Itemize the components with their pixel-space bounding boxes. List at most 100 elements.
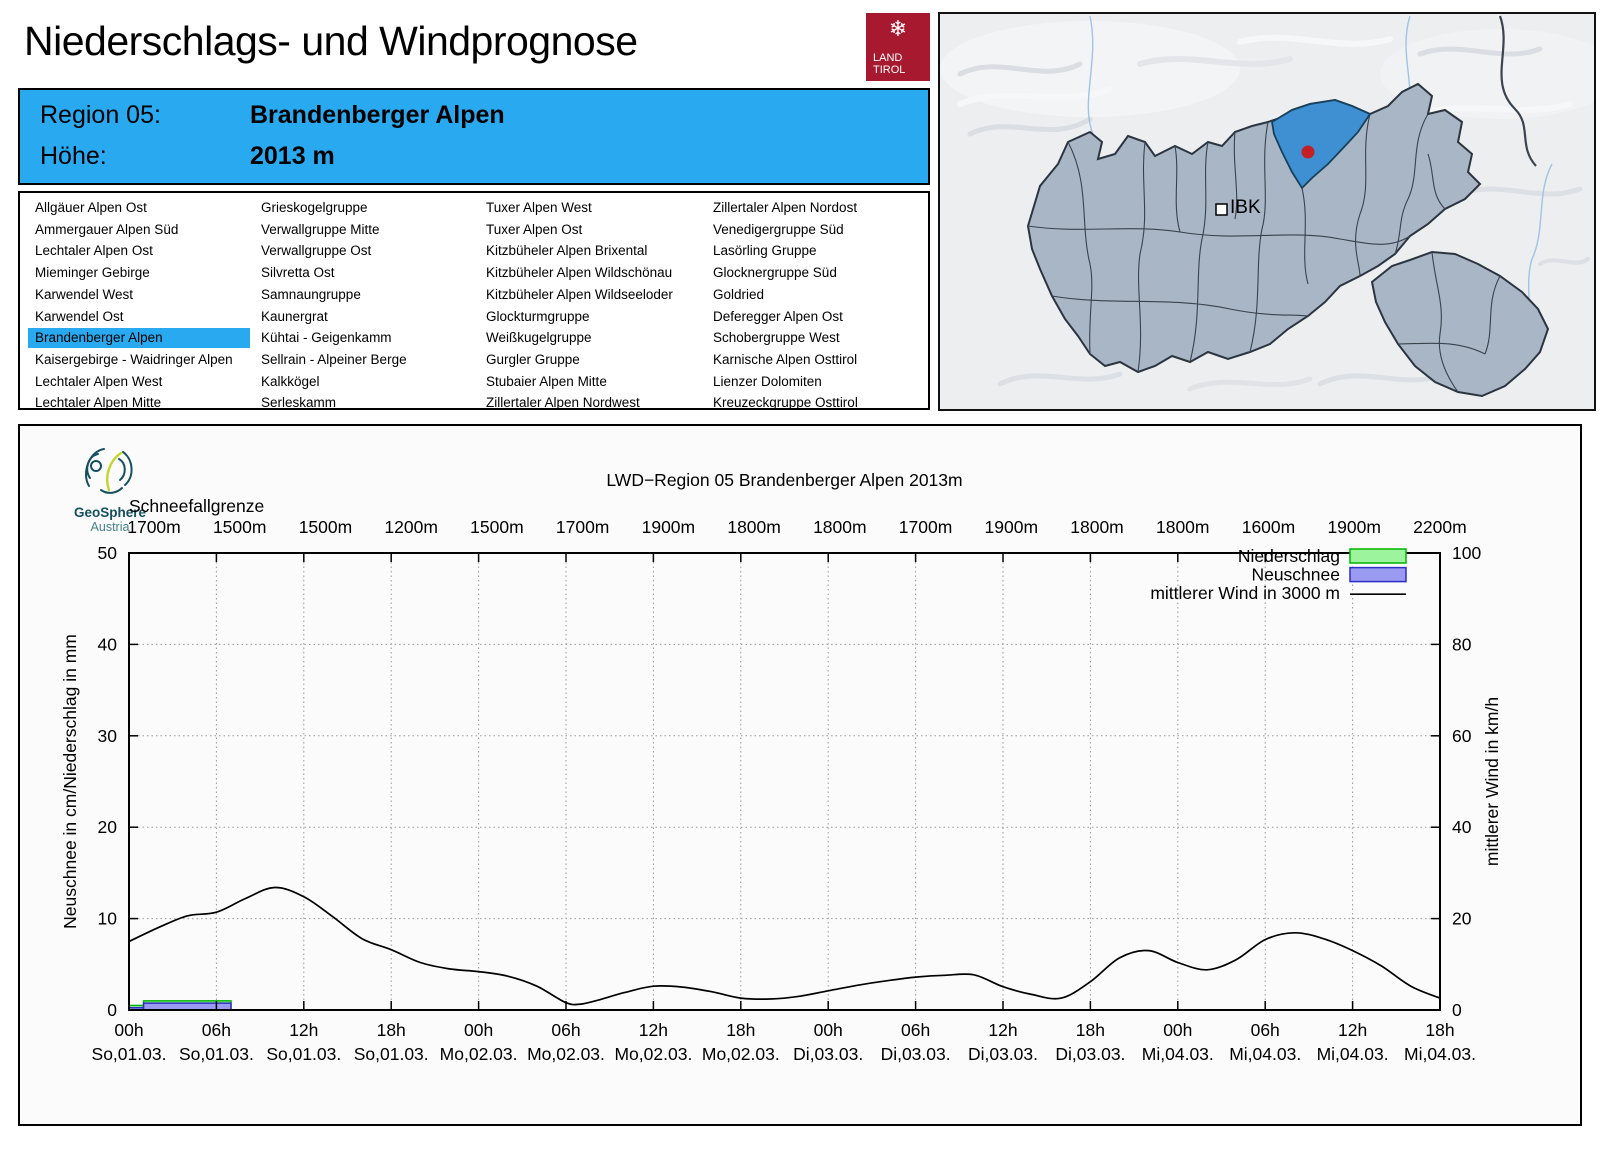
snowline-value: 2200m (1413, 517, 1467, 537)
region-list-item[interactable]: Gurgler Gruppe (486, 351, 580, 367)
region-list-item[interactable]: Samnaungruppe (261, 286, 361, 302)
left-axis-tick-label: 0 (107, 1000, 117, 1020)
region-list-item[interactable]: Venedigergruppe Süd (713, 221, 844, 237)
region-list-item[interactable]: Kalkkögel (261, 373, 320, 389)
geosphere-name: GeoSphere (73, 505, 147, 520)
legend-label: mittlerer Wind in 3000 m (1150, 583, 1340, 603)
right-axis-tick-label: 80 (1452, 634, 1472, 654)
ibk-marker-square (1215, 203, 1228, 216)
snowline-value: 1500m (470, 517, 524, 537)
region-list-item[interactable]: Lechtaler Alpen West (35, 373, 163, 389)
region-list-item[interactable]: Kitzbüheler Alpen Wildschönau (486, 265, 673, 281)
legend-label: Neuschnee (1251, 565, 1340, 585)
region-list-item[interactable]: Stubaier Alpen Mitte (486, 373, 607, 389)
tirol-map-svg: IBK (940, 14, 1600, 409)
x-axis-date-label: Mo,02.03. (702, 1044, 780, 1064)
region-list-item[interactable]: Tuxer Alpen West (486, 200, 592, 215)
region-list-item[interactable]: Allgäuer Alpen Ost (35, 200, 147, 215)
region-list-item[interactable]: Karnische Alpen Osttirol (713, 351, 858, 367)
right-axis-tick-label: 100 (1452, 543, 1481, 563)
region-list-item[interactable]: Deferegger Alpen Ost (713, 308, 843, 324)
x-axis-time-label: 18h (1425, 1020, 1454, 1040)
region-list-item[interactable]: Verwallgruppe Ost (261, 243, 372, 259)
x-axis-time-label: 18h (726, 1020, 755, 1040)
state-border-line (1498, 15, 1537, 167)
x-axis-date-label: Mi,04.03. (1142, 1044, 1214, 1064)
region-list-item[interactable]: Zillertaler Alpen Nordwest (486, 395, 640, 411)
region-list-item[interactable]: Goldried (713, 286, 765, 302)
x-axis-time-label: 12h (988, 1020, 1017, 1040)
wind-line (128, 886, 1441, 1006)
region-list-item[interactable]: Grieskogelgruppe (261, 200, 368, 215)
x-axis-time-label: 06h (901, 1020, 930, 1040)
left-axis-tick-label: 10 (98, 909, 118, 929)
snowline-value: 1700m (555, 517, 610, 537)
axis-ticks (128, 552, 1441, 1011)
region-list-item[interactable]: Mieminger Gebirge (35, 265, 150, 281)
map-region-north-tirol[interactable] (1026, 82, 1482, 374)
gridlines (129, 553, 1440, 1010)
region-list-item[interactable]: Serleskamm (261, 395, 337, 411)
region-list-item[interactable]: Verwallgruppe Mitte (261, 221, 380, 237)
snowline-value: 1500m (212, 517, 267, 537)
plot-border (128, 552, 1441, 1011)
region-list-item[interactable]: Schobergruppe West (713, 330, 840, 346)
region-list-item[interactable]: Karwendel Ost (35, 308, 124, 324)
region-list-item[interactable]: Sellrain - Alpeiner Berge (261, 351, 407, 367)
left-axis-title: Neuschnee in cm/Niederschlag in mm (60, 634, 80, 929)
region-list-item[interactable]: Lasörling Gruppe (713, 243, 817, 259)
x-axis-time-label: 18h (377, 1020, 406, 1040)
region-list-item[interactable]: Lechtaler Alpen Mitte (35, 395, 162, 411)
legend-label: Niederschlag (1238, 546, 1340, 566)
snowflake-icon: ❄ (888, 16, 908, 41)
tirol-map[interactable]: IBK (938, 12, 1600, 411)
snowline-value: 1700m (127, 517, 181, 537)
x-axis-time-label: 00h (464, 1020, 493, 1040)
map-region-selected-brandenberger-alpen[interactable] (1271, 99, 1372, 190)
terrain-shading (940, 21, 1600, 392)
region-list-item[interactable]: Ammergauer Alpen Süd (35, 221, 179, 237)
region-list-item[interactable]: Kitzbüheler Alpen Wildseeloder (486, 286, 673, 302)
x-axis-date-label: Mo,02.03. (527, 1044, 605, 1064)
x-axis-time-label: 06h (1251, 1020, 1280, 1040)
x-axis-date-label: Di,03.03. (1055, 1044, 1125, 1064)
region-list-item[interactable]: Zillertaler Alpen Nordost (713, 200, 858, 215)
region-boundaries (1027, 113, 1501, 393)
region-list-item[interactable]: Weißkugelgruppe (486, 330, 592, 346)
x-axis-time-label: 06h (202, 1020, 231, 1040)
region-list-item[interactable]: Glocknergruppe Süd (713, 265, 837, 281)
x-axis-date-label: So,01.03. (354, 1044, 429, 1064)
axis-tick-labels: 0 10 20 30 40 50 0 20 40 60 80 100 00h So,01.03. 06h So… (92, 543, 1482, 1064)
region-name: Brandenberger Alpen (250, 101, 505, 129)
snowline-value: 1900m (984, 517, 1039, 537)
x-axis-date-label: Mi,04.03. (1229, 1044, 1301, 1064)
snowline-value: 1800m (813, 517, 867, 537)
right-axis-tick-label: 40 (1452, 817, 1472, 837)
snowline-value: 1600m (1241, 517, 1296, 537)
region-list-item[interactable]: Kaunergrat (261, 308, 328, 324)
region-list-item[interactable]: Lechtaler Alpen Ost (35, 243, 153, 259)
region-list-item[interactable]: Brandenberger Alpen (28, 328, 250, 349)
x-axis-time-label: 06h (551, 1020, 580, 1040)
land-tirol-logo: ❄ LAND TIROL (866, 13, 930, 81)
region-list-item[interactable]: Kreuzeckgruppe Osttirol (713, 395, 858, 411)
region-list-item[interactable]: Lienzer Dolomiten (713, 373, 822, 389)
region-list-item[interactable]: Kaisergebirge - Waidringer Alpen (35, 351, 233, 367)
snowline-value: 1200m (384, 517, 438, 537)
x-axis-date-label: Mi,04.03. (1317, 1044, 1389, 1064)
left-axis-tick-label: 20 (98, 817, 118, 837)
x-axis-date-label: So,01.03. (266, 1044, 341, 1064)
land-tirol-logo-text: LAND TIROL (873, 52, 906, 76)
x-axis-time-label: 12h (289, 1020, 318, 1040)
region-list-item[interactable]: Silvretta Ost (261, 265, 335, 281)
region-list-item[interactable]: Kitzbüheler Alpen Brixental (486, 243, 648, 259)
region-list-item[interactable]: Karwendel West (35, 286, 134, 302)
map-region-east-tirol[interactable] (1370, 250, 1550, 398)
snowline-label: Schneefallgrenze (129, 496, 265, 516)
forecast-chart: 0 10 20 30 40 50 0 20 40 60 80 100 00h So,01.03. 06h So… (60, 543, 1502, 1064)
region-list-item[interactable]: Tuxer Alpen Ost (486, 221, 583, 237)
region-label: Region 05: (40, 101, 161, 129)
region-list-item[interactable]: Glockturmgruppe (486, 308, 590, 324)
region-list-item[interactable]: Kühtai - Geigenkamm (261, 330, 392, 346)
